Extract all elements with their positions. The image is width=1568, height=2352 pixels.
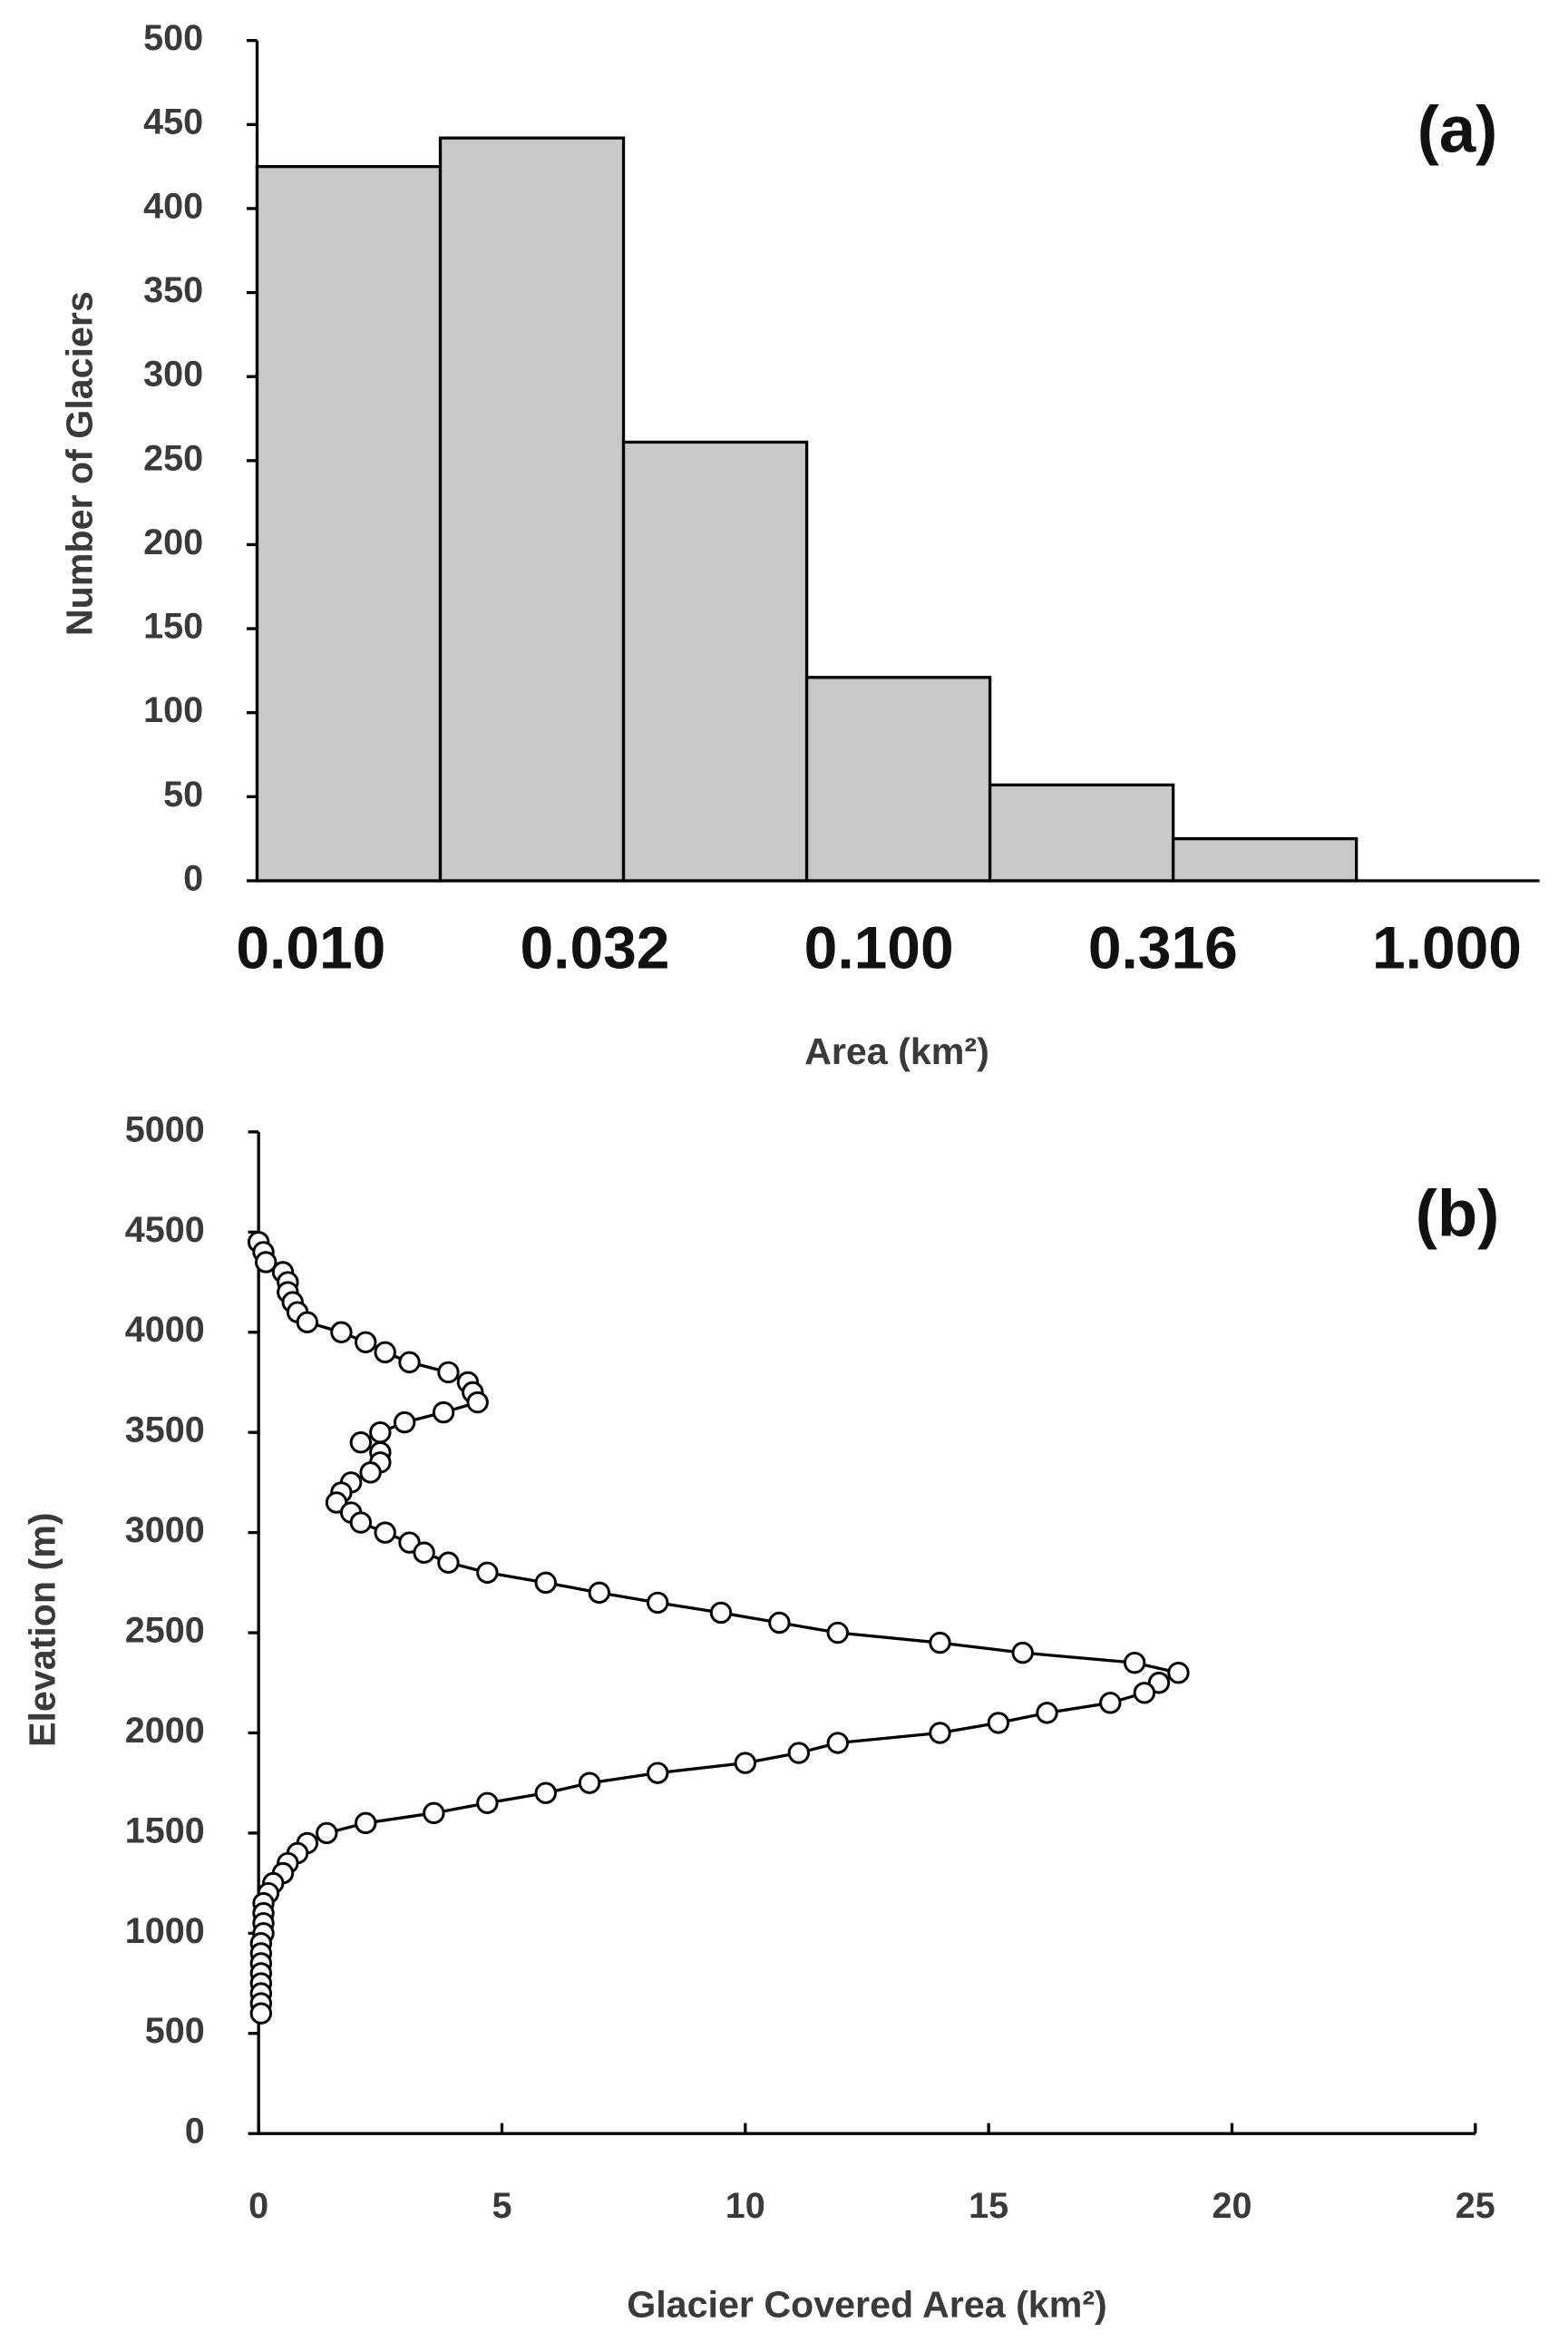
bar (438, 136, 626, 883)
marker (826, 1621, 849, 1644)
y-tick-label: 300 (143, 355, 203, 395)
marker (349, 1431, 373, 1454)
marker (316, 1821, 338, 1845)
y-axis-label: Elevation (m) (21, 1512, 63, 1747)
marker (768, 1611, 791, 1635)
marker (398, 1351, 421, 1374)
marker (393, 1410, 416, 1434)
marker (432, 1400, 455, 1424)
y-tick-label: 200 (143, 522, 203, 562)
marker (374, 1341, 396, 1364)
x-tick-label: 15 (969, 2186, 1008, 2226)
marker (254, 1251, 278, 1274)
marker (578, 1771, 601, 1794)
x-axis-label: Area (km²) (804, 1030, 989, 1072)
y-tick-label: 50 (163, 775, 203, 815)
marker (1011, 1641, 1034, 1664)
marker (359, 1461, 382, 1484)
marker (476, 1561, 499, 1584)
marker (1036, 1702, 1058, 1724)
y-tick-label: 3000 (125, 1510, 205, 1550)
x-axis-label: Glacier Covered Area (km²) (627, 2283, 1107, 2325)
x-tick-label: 1.000 (1372, 913, 1522, 981)
y-tick-label: 0 (183, 858, 203, 898)
panel-label: (b) (1416, 1177, 1500, 1251)
y-tick-label: 150 (143, 607, 203, 647)
y-tick-label: 400 (143, 186, 203, 226)
marker (476, 1791, 499, 1814)
marker (355, 1811, 377, 1835)
marker (1099, 1692, 1122, 1714)
marker (330, 1321, 353, 1343)
x-tick-label: 0.010 (236, 913, 385, 981)
marker (437, 1361, 460, 1384)
x-tick-label: 0.316 (1088, 913, 1238, 981)
marker (1167, 1662, 1190, 1684)
marker (534, 1781, 557, 1804)
marker (987, 1712, 1010, 1734)
y-tick-label: 5000 (125, 1109, 205, 1149)
bar (804, 676, 992, 883)
marker (826, 1732, 849, 1754)
y-tick-label: 500 (145, 2011, 205, 2051)
y-tick-label: 3500 (125, 1410, 205, 1450)
y-tick-label: 250 (143, 438, 203, 478)
bar (255, 164, 443, 883)
y-tick-label: 100 (143, 690, 203, 730)
y-tick-label: 450 (143, 102, 203, 142)
x-tick-label: 25 (1456, 2186, 1495, 2226)
marker (466, 1391, 489, 1414)
marker (249, 2002, 273, 2025)
marker (929, 1722, 951, 1744)
line (257, 1241, 1183, 2014)
bar (621, 440, 809, 883)
x-tick-label: 0.032 (521, 913, 670, 981)
y-tick-label: 4000 (125, 1310, 205, 1350)
y-tick-label: 1000 (125, 1911, 205, 1951)
marker (588, 1581, 611, 1605)
marker (374, 1521, 396, 1544)
panel-label: (a) (1417, 93, 1498, 167)
x-tick-label: 5 (492, 2186, 511, 2226)
x-tick-label: 20 (1212, 2186, 1251, 2226)
marker (413, 1541, 435, 1564)
marker (734, 1752, 757, 1774)
bar (1171, 837, 1359, 883)
y-tick-label: 500 (143, 18, 203, 58)
y-tick-label: 4500 (125, 1210, 205, 1250)
marker (355, 1331, 377, 1353)
y-tick-label: 0 (185, 2112, 205, 2152)
y-tick-label: 1500 (125, 1810, 205, 1850)
marker (534, 1571, 557, 1595)
y-tick-label: 2500 (125, 1610, 205, 1650)
marker (647, 1591, 669, 1615)
y-axis-label: Number of Glaciers (59, 291, 101, 636)
y-tick-label: 350 (143, 270, 203, 310)
marker (929, 1631, 951, 1654)
marker (1123, 1651, 1146, 1674)
marker (709, 1601, 733, 1625)
bar (988, 783, 1175, 883)
x-tick-label: 0.100 (804, 913, 954, 981)
marker (647, 1762, 669, 1784)
marker (787, 1742, 811, 1764)
marker (1133, 1682, 1156, 1704)
marker (296, 1311, 319, 1333)
marker (423, 1801, 445, 1825)
y-tick-label: 2000 (125, 1711, 205, 1751)
marker (369, 1420, 392, 1444)
x-tick-label: 0 (248, 2186, 268, 2226)
marker (437, 1551, 460, 1574)
x-tick-label: 10 (726, 2186, 765, 2226)
marker (349, 1511, 373, 1534)
